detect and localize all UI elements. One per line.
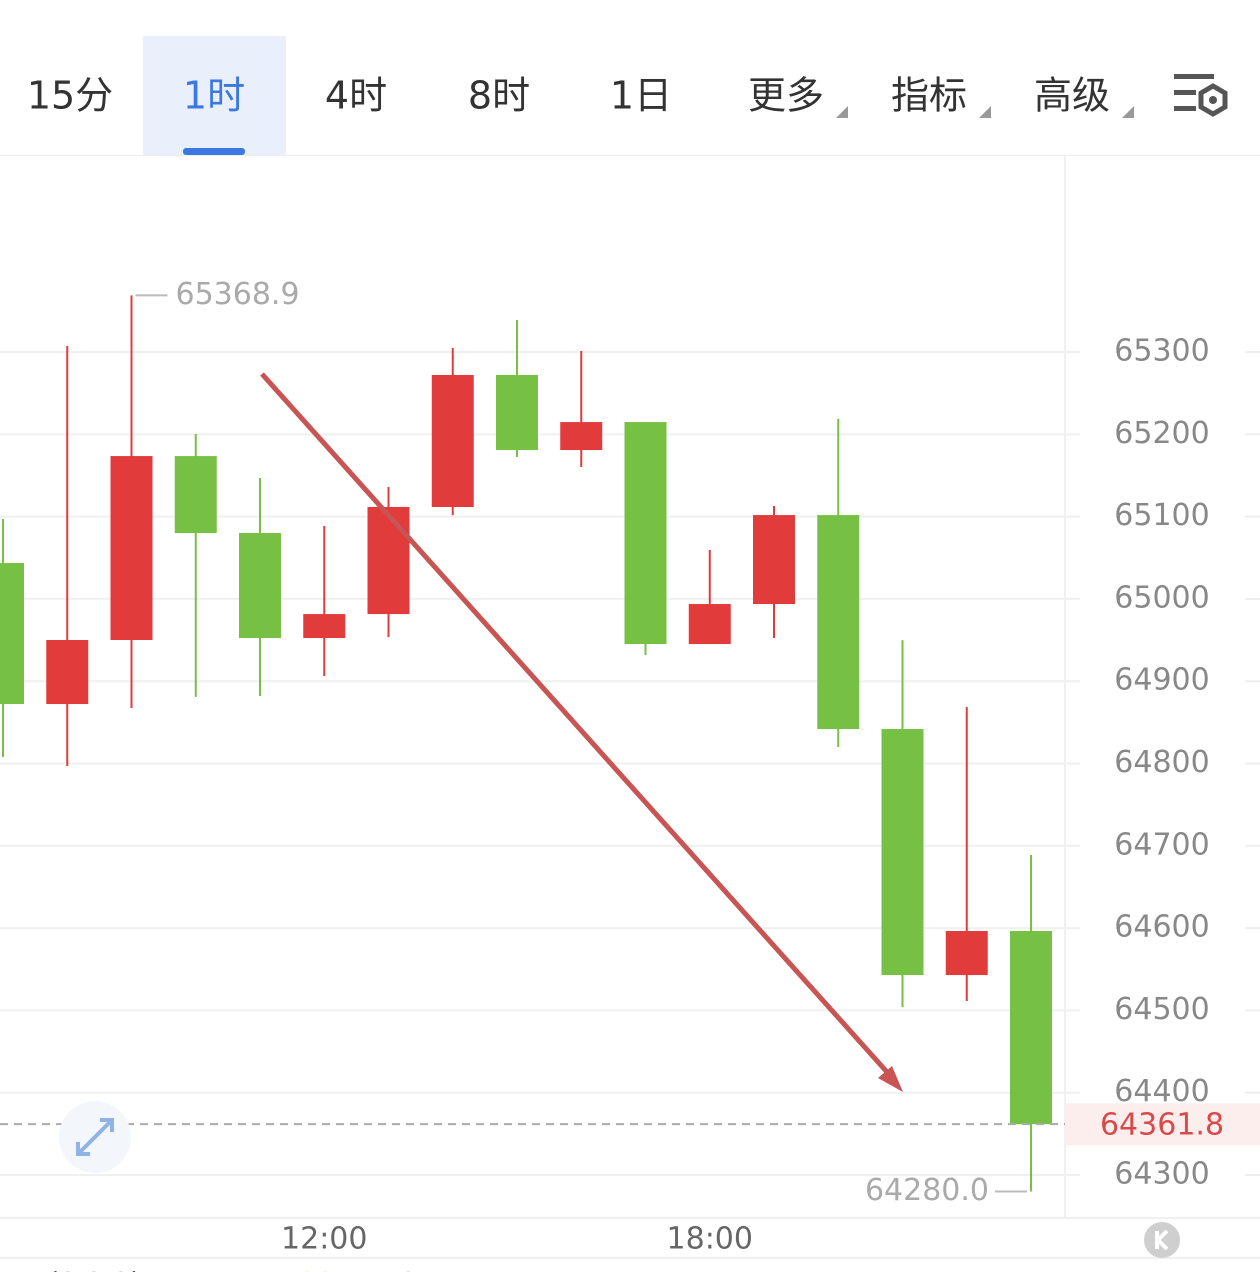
- active-tab-indicator: [183, 148, 245, 155]
- y-tick-label: 65200: [1114, 416, 1209, 451]
- y-tick-label: 64900: [1114, 663, 1209, 698]
- expand-button[interactable]: [59, 1101, 131, 1173]
- indicator-text: K:14.4: [172, 1266, 262, 1272]
- x-tick-label: 12:00: [281, 1222, 367, 1257]
- arrow-head: [878, 1066, 903, 1092]
- tab[interactable]: 4时: [325, 74, 387, 118]
- menu[interactable]: 指标: [891, 74, 967, 118]
- indicator-text: D:23.4: [268, 1266, 361, 1272]
- y-tick-label: 64700: [1114, 827, 1209, 862]
- candle-body: [624, 422, 667, 645]
- tab-divider: [0, 155, 1260, 156]
- y-tick-label: 64300: [1114, 1157, 1209, 1192]
- candle-body: [431, 374, 474, 508]
- y-tick-label: 64600: [1114, 910, 1209, 945]
- active-tab-bg: [143, 36, 286, 155]
- k-button[interactable]: [1144, 1222, 1180, 1258]
- indicator-text: KDJ(9,3,3): [0, 1266, 141, 1272]
- indicator-text: J:-3.5: [370, 1266, 444, 1272]
- min-label: 64280.0: [865, 1173, 989, 1208]
- candle-body: [817, 515, 860, 730]
- menu-caret: [836, 106, 848, 118]
- candle-body: [46, 639, 89, 705]
- candle-body: [303, 614, 346, 639]
- x-tick-label: 18:00: [667, 1222, 753, 1257]
- tab[interactable]: 8时: [468, 74, 530, 118]
- candle-body: [0, 563, 24, 705]
- candle-body: [239, 533, 281, 639]
- candle-body: [688, 604, 731, 645]
- candle-body: [945, 931, 988, 976]
- candle-body: [496, 374, 538, 451]
- y-tick-label: 64500: [1114, 992, 1209, 1027]
- trend-arrow: [260, 372, 897, 1083]
- settings-icon[interactable]: [1174, 74, 1228, 117]
- menu[interactable]: 更多: [748, 74, 824, 118]
- tab[interactable]: 1时: [183, 74, 245, 118]
- candle-body: [367, 507, 410, 615]
- candle-body: [560, 422, 603, 451]
- max-label: 65368.9: [176, 277, 300, 312]
- candle-body: [1010, 931, 1052, 1125]
- last-price-label: 64361.8: [1100, 1108, 1224, 1143]
- tab[interactable]: 1日: [610, 74, 672, 118]
- y-tick-label: 65000: [1114, 580, 1209, 615]
- candle-body: [110, 456, 153, 640]
- last-price-tag: [1066, 1103, 1260, 1146]
- y-tick-label: 64800: [1114, 745, 1209, 780]
- candle-body: [753, 515, 795, 605]
- menu-caret: [1122, 106, 1134, 118]
- tab[interactable]: 15分: [27, 74, 113, 118]
- y-tick-label: 65300: [1114, 334, 1209, 369]
- candle-body: [881, 729, 924, 976]
- y-tick-label: 65100: [1114, 498, 1209, 533]
- menu-caret: [979, 106, 991, 118]
- menu[interactable]: 高级: [1034, 74, 1110, 118]
- candle-body: [174, 456, 217, 534]
